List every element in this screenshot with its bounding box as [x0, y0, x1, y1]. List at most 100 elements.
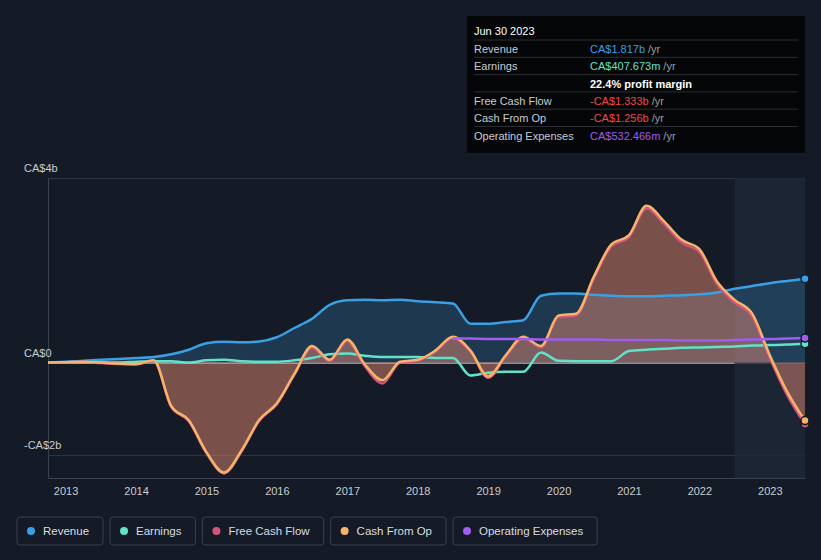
series-line: [48, 208, 805, 473]
tooltip-value-text: -CA$1.333b/yr: [590, 95, 664, 107]
tooltip-value-text: CA$1.817b/yr: [590, 43, 661, 55]
tooltip: Jun 30 2023 Revenue CA$1.817b/yr Earnings CA…: [467, 16, 805, 153]
x-tick: 2013: [54, 478, 78, 497]
x-tick-label: 2013: [54, 485, 78, 497]
tooltip-value: -CA$1.256b: [590, 112, 649, 124]
series-line: [453, 338, 805, 340]
legend-item[interactable]: Operating Expenses: [453, 517, 597, 545]
legend-item[interactable]: Revenue: [17, 517, 103, 545]
x-tick-label: 2017: [336, 485, 360, 497]
tooltip-unit: /yr: [663, 130, 676, 142]
tooltip-separator: [474, 91, 798, 92]
x-tick: 2023: [758, 478, 782, 497]
x-tick: 2014: [124, 478, 148, 497]
tooltip-label: Revenue: [474, 43, 518, 55]
x-tick-label: 2022: [688, 485, 712, 497]
legend-swatch: [212, 527, 220, 535]
legend-swatch: [120, 527, 128, 535]
legend: Revenue Earnings Free Cash Flow Cash From O…: [17, 517, 597, 545]
legend-label: Cash From Op: [357, 525, 432, 537]
legend-swatch: [463, 527, 471, 535]
series-line: [48, 279, 805, 363]
tooltip-label: Operating Expenses: [474, 130, 574, 142]
x-tick: 2020: [547, 478, 571, 497]
tooltip-value-text: CA$532.466m/yr: [590, 130, 676, 142]
y-tick: -CA$2b: [24, 439, 805, 455]
legend-label: Free Cash Flow: [228, 525, 310, 537]
plot-marks: [48, 178, 805, 478]
chart-svg: CA$4bCA$0-CA$2b2013201420152016201720182…: [0, 0, 821, 560]
tooltip-value: 22.4% profit margin: [590, 78, 692, 90]
legend-box[interactable]: [110, 517, 195, 545]
tooltip-value-text: 22.4% profit margin: [590, 78, 692, 90]
tooltip-unit: /yr: [652, 112, 665, 124]
end-dot: [801, 417, 809, 425]
tooltip-value-text: CA$407.673m/yr: [590, 60, 676, 72]
x-tick: 2018: [406, 478, 430, 497]
tooltip-value: CA$407.673m: [590, 60, 660, 72]
x-tick-label: 2015: [195, 485, 219, 497]
y-tick-label: CA$4b: [24, 162, 58, 174]
background: [0, 0, 821, 560]
legend-swatch: [27, 527, 35, 535]
tooltip-separator: [474, 40, 798, 41]
x-tick-label: 2021: [617, 485, 641, 497]
y-axis-line: [48, 179, 49, 479]
x-tick-label: 2020: [547, 485, 571, 497]
legend-box[interactable]: [453, 517, 597, 545]
legend-item[interactable]: Free Cash Flow: [202, 517, 323, 545]
y-tick: CA$4b: [24, 162, 805, 178]
legend-box[interactable]: [17, 517, 103, 545]
grid-line: [48, 455, 805, 456]
tooltip-value: CA$1.817b: [590, 43, 645, 55]
chart-container: CA$4bCA$0-CA$2b2013201420152016201720182…: [0, 0, 821, 560]
legend-box[interactable]: [331, 517, 446, 545]
series-line: [48, 206, 805, 473]
end-dots: [801, 275, 809, 428]
tooltip-separator: [474, 57, 798, 58]
y-tick-label: -CA$2b: [24, 439, 61, 451]
tooltip-unit: /yr: [648, 43, 661, 55]
legend-item[interactable]: Earnings: [110, 517, 195, 545]
series-line: [48, 344, 805, 376]
legend-box[interactable]: [202, 517, 323, 545]
x-tick: 2022: [688, 478, 712, 497]
tooltip-value: -CA$1.333b: [590, 95, 649, 107]
x-tick-label: 2016: [265, 485, 289, 497]
end-dot: [801, 334, 809, 342]
legend-label: Revenue: [43, 525, 89, 537]
end-dot: [801, 275, 809, 283]
legend-label: Earnings: [136, 525, 182, 537]
tooltip-label: Earnings: [474, 60, 518, 72]
tooltip-title: Jun 30 2023: [474, 25, 535, 37]
series-area: [48, 206, 805, 473]
x-tick: 2015: [195, 478, 219, 497]
tooltip-value-text: -CA$1.256b/yr: [590, 112, 664, 124]
legend-label: Operating Expenses: [479, 525, 583, 537]
tooltip-separator: [474, 126, 798, 127]
x-tick: 2017: [336, 478, 360, 497]
x-tick: 2021: [617, 478, 641, 497]
tooltip-separator: [474, 109, 798, 110]
tooltip-unit: /yr: [652, 95, 665, 107]
grid-line: [48, 178, 805, 179]
x-axis: 2013 2014 2015 2016 2017 2018 2019 2020 2021 2022…: [49, 478, 806, 497]
legend-swatch: [341, 527, 349, 535]
y-axis: CA$4b CA$0 -CA$2b: [24, 162, 805, 478]
x-axis-line: [49, 478, 806, 479]
tooltip-unit: /yr: [663, 60, 676, 72]
x-tick: 2019: [476, 478, 500, 497]
tooltip-label: Cash From Op: [474, 112, 546, 124]
x-tick-label: 2018: [406, 485, 430, 497]
legend-item[interactable]: Cash From Op: [331, 517, 446, 545]
tooltip-box: [467, 16, 805, 153]
x-tick-label: 2019: [476, 485, 500, 497]
tooltip-value: CA$532.466m: [590, 130, 660, 142]
y-tick-label: CA$0: [24, 347, 52, 359]
x-tick-label: 2014: [124, 485, 148, 497]
tooltip-label: Free Cash Flow: [474, 95, 552, 107]
x-tick: 2016: [265, 478, 289, 497]
x-tick-label: 2023: [758, 485, 782, 497]
series-area: [48, 208, 805, 473]
tooltip-separator: [474, 74, 798, 75]
